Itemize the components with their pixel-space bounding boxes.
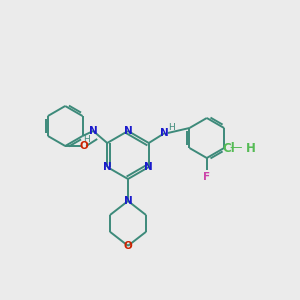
Text: Cl: Cl (222, 142, 235, 154)
Text: N: N (124, 196, 132, 206)
Text: O: O (124, 241, 132, 251)
Text: O: O (80, 141, 88, 151)
Text: N: N (160, 128, 169, 138)
Text: N: N (144, 162, 153, 172)
Text: N: N (103, 162, 112, 172)
Text: H: H (168, 122, 175, 131)
Text: H: H (83, 134, 90, 143)
Text: N: N (124, 126, 132, 136)
Text: —: — (230, 142, 242, 154)
Text: N: N (89, 126, 98, 136)
Text: H: H (246, 142, 256, 154)
Text: F: F (203, 172, 210, 182)
